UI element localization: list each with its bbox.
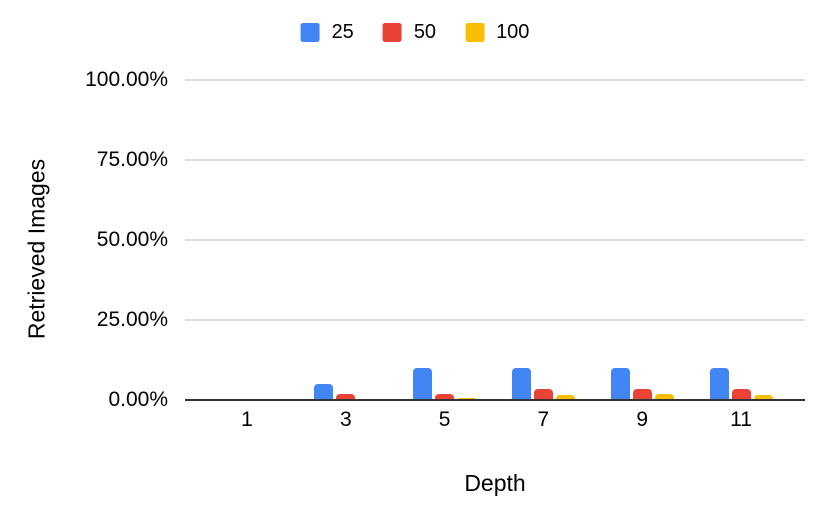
bar-group-depth-9 — [610, 368, 674, 400]
bar-100-depth-9[interactable] — [654, 394, 674, 400]
y-tick-label: 50.00% — [96, 228, 168, 251]
y-tick-label: 0.00% — [108, 388, 168, 411]
x-tick-label: 7 — [537, 408, 550, 431]
bar-group-depth-11 — [709, 368, 773, 400]
legend-label-25: 25 — [331, 21, 354, 43]
legend-label-50: 50 — [413, 21, 437, 43]
legend: 25 50 100 — [300, 21, 529, 43]
bar-25-depth-5[interactable] — [413, 368, 433, 400]
x-tick-label: 3 — [339, 408, 352, 431]
x-axis-title: Depth — [464, 470, 526, 496]
x-tick-label: 9 — [636, 408, 649, 431]
bar-group-depth-5 — [413, 368, 477, 400]
plot-area — [185, 79, 805, 402]
bar-25-depth-9[interactable] — [610, 368, 630, 400]
x-tick-label: 1 — [241, 408, 253, 431]
bar-100-depth-7[interactable] — [555, 395, 575, 400]
legend-item-50[interactable]: 50 — [382, 21, 437, 43]
bar-group-depth-7 — [511, 368, 575, 400]
bar-25-depth-3[interactable] — [314, 384, 334, 400]
bar-100-depth-11[interactable] — [753, 394, 773, 400]
x-tick-label: 5 — [438, 408, 451, 431]
bar-group-depth-3 — [314, 384, 377, 400]
legend-item-100[interactable]: 100 — [465, 22, 529, 42]
legend-swatch-yellow-icon — [465, 22, 485, 42]
legend-label-100: 100 — [496, 21, 530, 43]
legend-swatch-red-icon — [382, 22, 402, 42]
bar-50-depth-11[interactable] — [731, 388, 751, 400]
gridline — [185, 79, 805, 81]
legend-item-25[interactable]: 25 — [300, 21, 354, 43]
x-axis-line — [185, 398, 805, 402]
gridline — [185, 159, 805, 161]
y-tick-label: 100.00% — [85, 68, 168, 91]
gridline — [185, 239, 805, 241]
x-tick-label: 11 — [730, 408, 752, 431]
y-tick-label: 25.00% — [96, 308, 168, 331]
bar-50-depth-5[interactable] — [435, 394, 455, 400]
bar-25-depth-11[interactable] — [709, 368, 729, 400]
gridline — [185, 319, 805, 321]
y-tick-label: 75.00% — [96, 148, 168, 171]
bar-25-depth-7[interactable] — [511, 368, 531, 400]
bar-50-depth-7[interactable] — [533, 389, 553, 400]
bar-50-depth-3[interactable] — [336, 394, 356, 400]
bar-50-depth-9[interactable] — [632, 388, 652, 400]
legend-swatch-blue-icon — [300, 22, 320, 42]
